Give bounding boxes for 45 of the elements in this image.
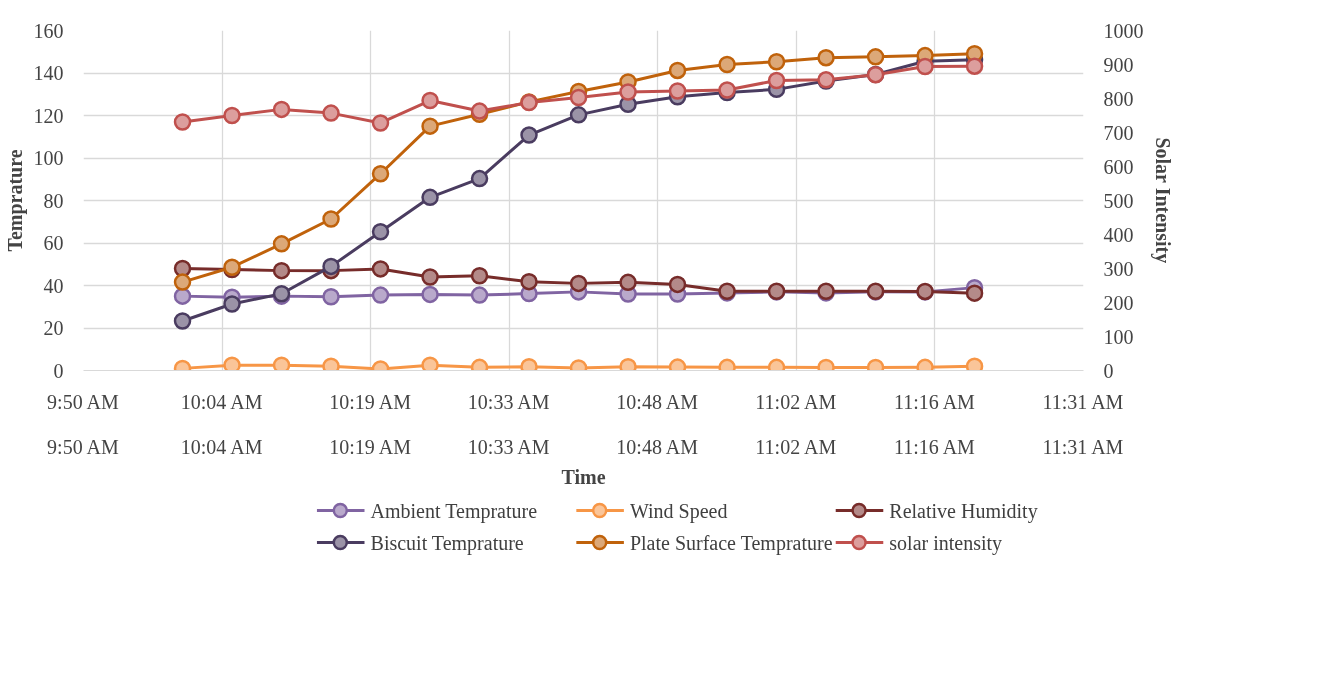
x-tick-label: 10:04 AM bbox=[180, 390, 263, 413]
y-tick-label: 60 bbox=[43, 232, 64, 254]
x-axis-title: Time bbox=[561, 465, 606, 488]
x-tick-label: 10:19 AM bbox=[329, 390, 412, 413]
x2-tick-label: 9:50 AM bbox=[47, 435, 119, 458]
legend-label: Relative Humidity bbox=[889, 499, 1038, 523]
y2-tick-label: 800 bbox=[1103, 87, 1134, 110]
x2-tick-label: 11:31 AM bbox=[1042, 435, 1124, 458]
y-tick-label: 80 bbox=[43, 189, 64, 212]
x-tick-label: 11:16 AM bbox=[893, 390, 976, 413]
y-tick-label: 140 bbox=[33, 62, 64, 84]
y-tick-label: 0 bbox=[53, 359, 64, 382]
x2-tick-label: 11:16 AM bbox=[893, 435, 976, 458]
y2-tick-label: 400 bbox=[1103, 223, 1134, 246]
y2-tick-label: 600 bbox=[1103, 155, 1134, 178]
legend-label: Biscuit Temprature bbox=[370, 531, 524, 555]
legend-label: Ambient Temprature bbox=[370, 499, 538, 523]
y-tick-label: 120 bbox=[33, 104, 64, 127]
x2-tick-label: 10:04 AM bbox=[180, 435, 263, 458]
y-axis-title: Temprature bbox=[3, 149, 27, 252]
x-tick-label: 11:31 AM bbox=[1042, 390, 1124, 413]
y2-tick-label: 200 bbox=[1103, 291, 1134, 314]
y-tick-label: 40 bbox=[43, 274, 64, 297]
y2-tick-label: 700 bbox=[1103, 121, 1134, 144]
x-tick-label: 9:50 AM bbox=[47, 390, 119, 413]
legend-label: Wind Speed bbox=[629, 499, 728, 523]
x2-tick-label: 10:19 AM bbox=[329, 435, 412, 458]
y-tick-label: 160 bbox=[33, 19, 64, 42]
y2-axis-title: Solar Intensity bbox=[1150, 137, 1174, 264]
x2-tick-label: 10:33 AM bbox=[467, 435, 550, 458]
y2-tick-label: 100 bbox=[1103, 325, 1134, 348]
y2-tick-label: 1000 bbox=[1103, 19, 1144, 42]
y-tick-label: 20 bbox=[43, 317, 64, 339]
x2-tick-label: 11:02 AM bbox=[755, 435, 837, 458]
y2-tick-label: 900 bbox=[1103, 53, 1134, 76]
legend-label: Plate Surface Temprature bbox=[629, 531, 833, 555]
x-tick-label: 10:33 AM bbox=[467, 390, 550, 413]
y2-tick-label: 0 bbox=[1103, 359, 1114, 382]
x2-tick-label: 10:48 AM bbox=[616, 435, 699, 458]
legend-label: solar intensity bbox=[889, 531, 1003, 555]
x-tick-label: 11:02 AM bbox=[755, 390, 837, 413]
y2-tick-label: 300 bbox=[1103, 257, 1134, 280]
y-tick-label: 100 bbox=[33, 147, 64, 169]
y2-tick-label: 500 bbox=[1103, 189, 1134, 212]
x-tick-label: 10:48 AM bbox=[616, 390, 699, 413]
